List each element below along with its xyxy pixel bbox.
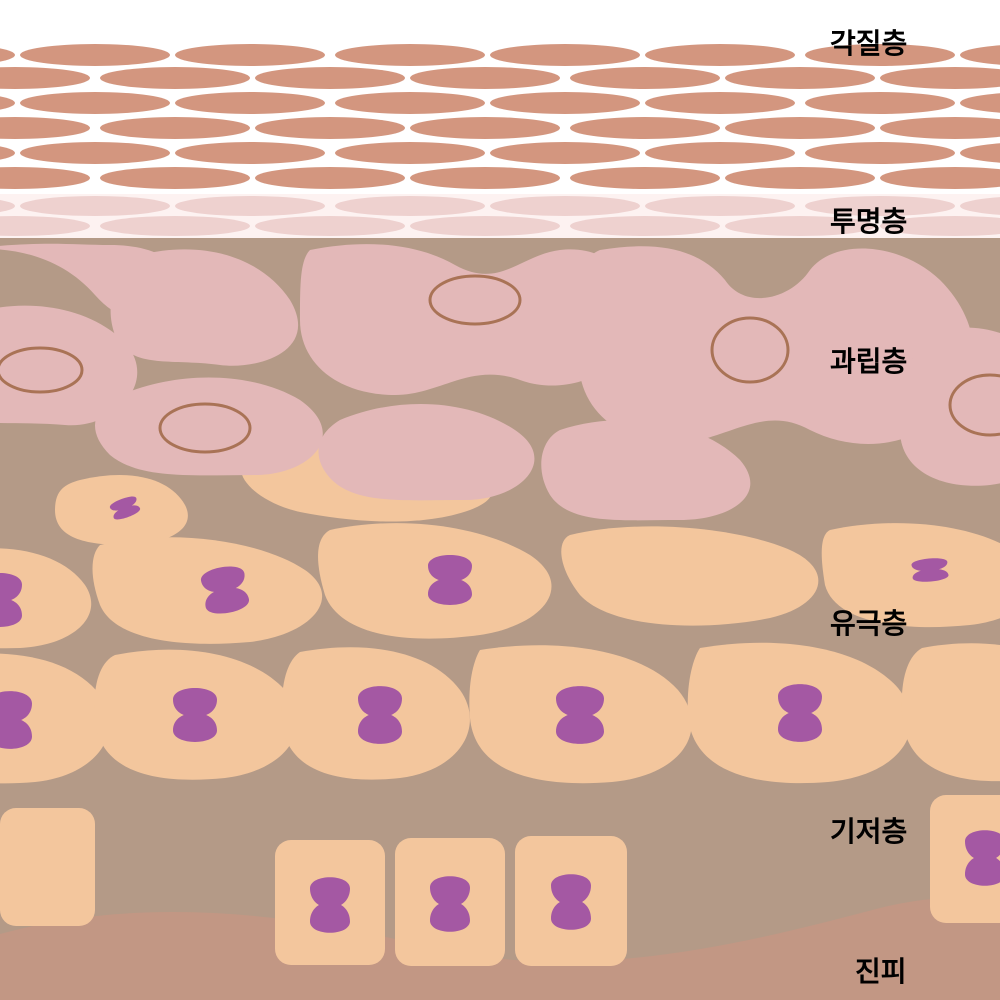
- layer-label-dermis: 진피: [855, 950, 907, 990]
- skin-layers-diagram: [0, 0, 1000, 1000]
- layer-label-lucidum: 투명층: [830, 200, 907, 240]
- layer-label-corneum: 각질층: [830, 22, 907, 62]
- layer-label-spinosum: 유극층: [830, 602, 907, 642]
- layer-label-granulosum: 과립층: [830, 340, 907, 380]
- layer-label-basale: 기저층: [830, 810, 907, 850]
